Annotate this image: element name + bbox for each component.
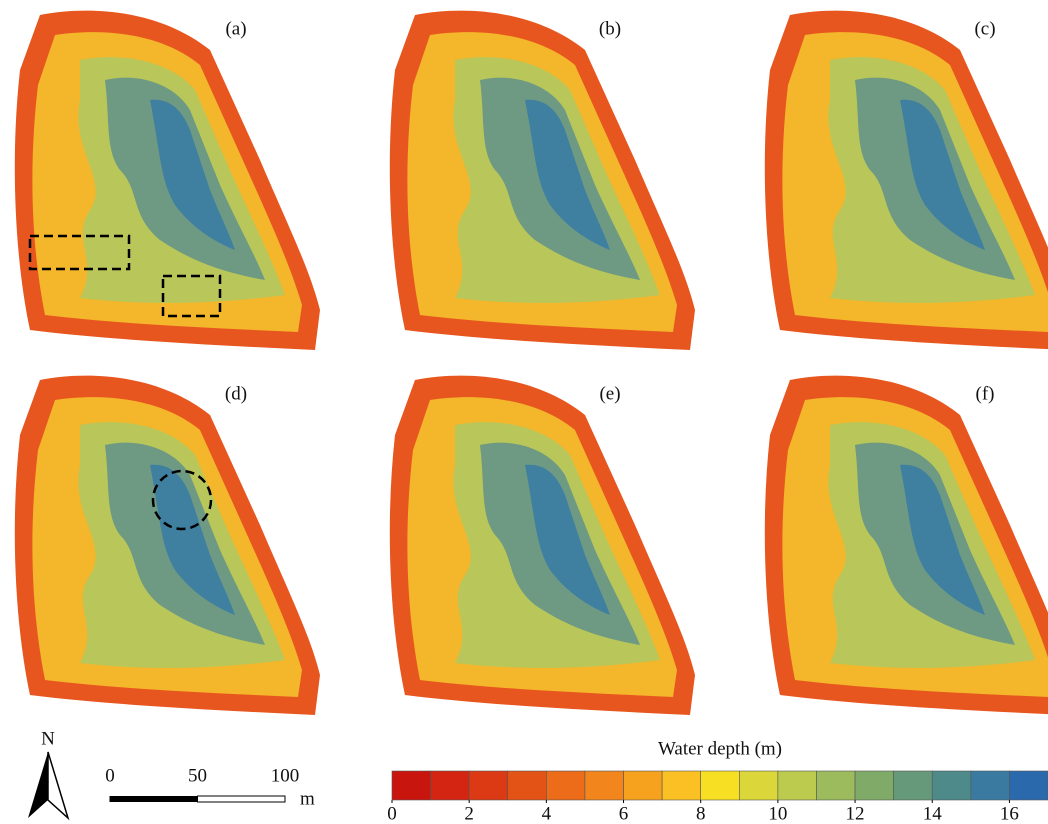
color-bin xyxy=(508,771,547,800)
legend-tick-label: 10 xyxy=(768,803,787,824)
legend-tick-label: 4 xyxy=(542,803,552,824)
color-bin xyxy=(392,771,431,800)
scale-bar-white xyxy=(198,796,286,802)
scale-label: 100 xyxy=(271,765,300,786)
north-arrow xyxy=(48,752,68,818)
panel-label: (d) xyxy=(225,383,247,404)
scale-label: 0 xyxy=(105,765,115,786)
legend-tick-label: 2 xyxy=(464,803,474,824)
color-bin xyxy=(855,771,894,800)
color-bin xyxy=(894,771,933,800)
legend-tick-label: 16 xyxy=(1000,803,1019,824)
north-arrow xyxy=(28,752,48,818)
depth-map xyxy=(15,11,320,350)
depth-map xyxy=(765,11,1048,350)
legend-tick-label: 14 xyxy=(923,803,943,824)
color-bin xyxy=(431,771,470,800)
color-bin xyxy=(932,771,971,800)
scale-unit: m xyxy=(300,788,315,809)
generated: 0 50 100 0 2 4 6 8 10 12 14 16 xyxy=(105,765,1048,824)
figure: (a) (b) (c) (d) (e) (f) N m Water depth … xyxy=(0,0,1048,824)
scale-bar-black xyxy=(110,796,198,802)
legend-tick-label: 12 xyxy=(846,803,865,824)
north-label: N xyxy=(41,728,55,749)
panel-label: (e) xyxy=(599,383,620,404)
depth-map xyxy=(15,376,320,715)
panel-label: (f) xyxy=(976,383,995,404)
color-bin xyxy=(701,771,740,800)
depth-map xyxy=(765,376,1048,715)
color-bin xyxy=(971,771,1010,800)
legend-tick-label: 6 xyxy=(619,803,629,824)
color-bin xyxy=(624,771,663,800)
panel-label: (c) xyxy=(974,18,995,39)
color-bin xyxy=(469,771,508,800)
color-bin xyxy=(662,771,701,800)
color-bin xyxy=(778,771,817,800)
color-bin xyxy=(816,771,855,800)
depth-map xyxy=(390,376,695,715)
scale-label: 50 xyxy=(188,765,207,786)
color-bin xyxy=(1009,771,1048,800)
panel-label: (a) xyxy=(225,18,246,39)
depth-map xyxy=(390,11,695,350)
legend-tick-label: 8 xyxy=(696,803,706,824)
panel-label: (b) xyxy=(599,18,621,39)
color-bin xyxy=(585,771,624,800)
color-bin xyxy=(546,771,585,800)
legend-title: Water depth (m) xyxy=(658,738,782,759)
color-bin xyxy=(739,771,778,800)
legend-tick-label: 0 xyxy=(387,803,397,824)
